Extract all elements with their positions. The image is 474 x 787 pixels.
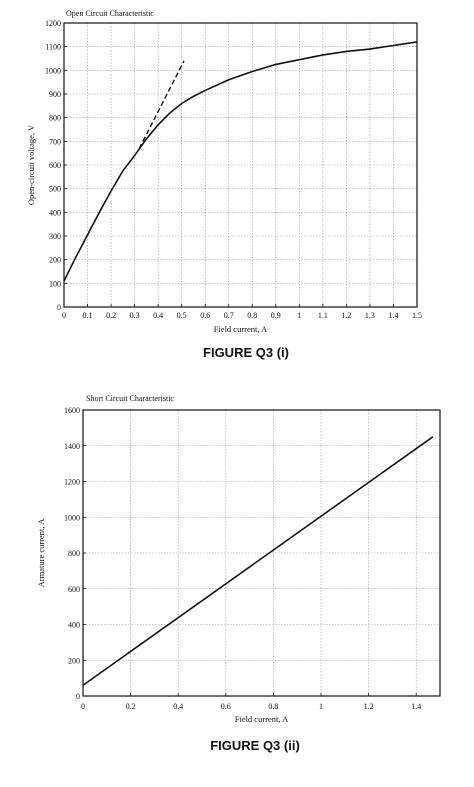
y-tick-label: 700: [49, 137, 61, 146]
x-tick-label: 0.8: [268, 702, 278, 711]
x-tick-label: 0.2: [126, 702, 136, 711]
x-tick-label: 0.2: [106, 311, 116, 320]
figure-caption-q3-ii: FIGURE Q3 (ii): [210, 738, 300, 753]
x-tick-label: 0.4: [153, 311, 163, 320]
x-axis-label: Field current, A: [235, 714, 289, 724]
y-tick-label: 300: [49, 232, 61, 241]
short-circuit-characteristic-chart: 0 0.2 0.4 0.6 0.8 1 1.2 1.4 0 200 400 600 800 1000 120…: [36, 394, 441, 724]
chart-title: Short Circuit Characteristic: [86, 394, 174, 403]
x-tick-label: 0: [81, 702, 85, 711]
x-tick-label: 1.3: [365, 311, 375, 320]
y-tick-label: 0: [76, 692, 80, 701]
x-tick-label: 0.4: [173, 702, 183, 711]
y-tick-label: 200: [49, 256, 61, 265]
y-tick-label: 1200: [45, 19, 61, 28]
x-tick-label: 1.2: [364, 702, 374, 711]
open-circuit-characteristic-chart: 0 0.1 0.2 0.3 0.4 0.5 0.6 0.7 0.8 0.9 1 1.1 1.2 1.3 1.…: [26, 9, 422, 334]
y-tick-label: 400: [49, 208, 61, 217]
x-tick-label: 0.5: [177, 311, 187, 320]
y-tick-label: 500: [49, 185, 61, 194]
y-tick-label: 800: [49, 114, 61, 123]
chart-title: Open Circuit Characteristic: [66, 9, 154, 18]
y-tick-label: 0: [57, 303, 61, 312]
x-tick-label: 0.6: [200, 311, 210, 320]
y-tick-label: 400: [68, 621, 80, 630]
y-axis-label: Open-circuit voltage, V: [26, 124, 36, 205]
x-tick-label: 0.7: [224, 311, 234, 320]
y-tick-label: 1600: [64, 406, 80, 415]
x-tick-label: 0.3: [130, 311, 140, 320]
x-tick-label: 0.8: [247, 311, 257, 320]
y-tick-label: 600: [68, 585, 80, 594]
y-tick-label: 800: [68, 549, 80, 558]
y-tick-label: 1000: [64, 513, 80, 522]
x-tick-label: 1.5: [412, 311, 422, 320]
characteristic-curve: [63, 41, 418, 282]
x-tick-label: 1: [297, 311, 301, 320]
x-tick-label: 1.4: [388, 311, 398, 320]
y-tick-label: 1200: [64, 478, 80, 487]
air-gap-line: [138, 60, 185, 149]
x-axis-label: Field current, A: [214, 324, 268, 334]
y-tick-label: 1400: [64, 442, 80, 451]
y-tick-label: 1100: [45, 43, 61, 52]
y-tick-label: 900: [49, 90, 61, 99]
x-tick-label: 1.4: [411, 702, 421, 711]
y-tick-label: 100: [49, 279, 61, 288]
y-axis-label: Armature current, A: [36, 518, 46, 588]
x-tick-label: 0.1: [83, 311, 93, 320]
x-tick-label: 0.9: [271, 311, 281, 320]
x-tick-label: 1.2: [341, 311, 351, 320]
figure-caption-q3-i: FIGURE Q3 (i): [203, 345, 289, 360]
x-tick-label: 1: [319, 702, 323, 711]
characteristic-curve: [82, 436, 434, 686]
y-tick-label: 600: [49, 161, 61, 170]
x-tick-label: 1.1: [318, 311, 328, 320]
y-tick-label: 1000: [45, 66, 61, 75]
y-tick-label: 200: [68, 656, 80, 665]
x-tick-label: 0.6: [221, 702, 231, 711]
x-tick-label: 0: [62, 311, 66, 320]
